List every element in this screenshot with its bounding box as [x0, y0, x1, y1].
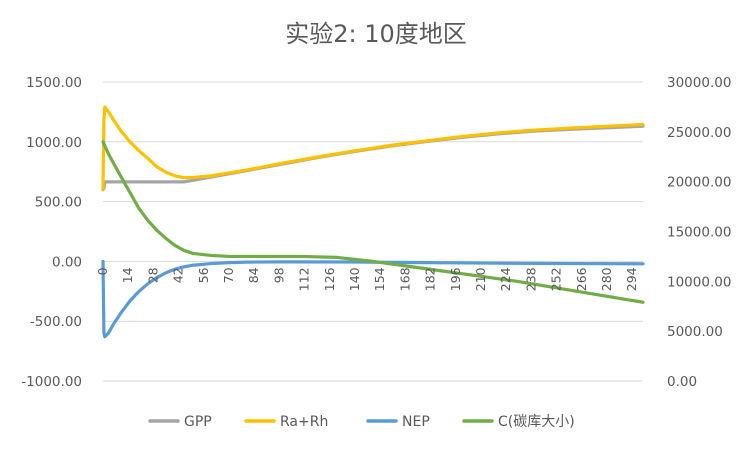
x-tick-label: 238 — [523, 267, 538, 291]
x-tick-label: 112 — [297, 267, 312, 291]
x-tick-label: 154 — [372, 267, 387, 291]
chart-title: 实验2: 10度地区 — [285, 20, 467, 48]
series-line-gpp — [101, 124, 645, 192]
legend: GPP Ra+Rh NEP C(碳库大小) — [148, 414, 575, 430]
x-tick-label: 98 — [271, 267, 286, 283]
legend-label: GPP — [184, 414, 212, 430]
legend-label: C(碳库大小) — [498, 414, 575, 430]
series-layer — [101, 105, 645, 339]
x-tick-label: 252 — [549, 267, 564, 291]
x-tick-label: 140 — [347, 267, 362, 291]
y-right-tick-label: 20000.00 — [667, 175, 731, 191]
x-tick-label: 280 — [599, 267, 614, 291]
y-right-tick-label: 5000.00 — [667, 324, 723, 340]
y-left-tick-label: 1500.00 — [26, 75, 82, 91]
x-tick-label: 56 — [196, 267, 211, 283]
series-line-c — [101, 140, 645, 304]
x-tick-label: 196 — [448, 267, 463, 291]
x-tick-label: 84 — [246, 267, 261, 283]
x-tick-label: 266 — [574, 267, 589, 291]
legend-label: Ra+Rh — [280, 414, 328, 430]
grid-layer — [103, 81, 643, 382]
y-right-tick-label: 0.00 — [667, 374, 697, 390]
x-tick-label: 14 — [120, 267, 135, 283]
x-tick-label: 126 — [322, 267, 337, 291]
y-right-tick-label: 10000.00 — [667, 274, 731, 290]
x-tick-label: 42 — [171, 267, 186, 283]
x-tick-label: 182 — [423, 267, 438, 291]
y-right-tick-label: 25000.00 — [667, 125, 731, 141]
x-tick-label: 0 — [95, 267, 110, 275]
x-tick-label: 224 — [498, 267, 513, 291]
x-tick-label: 70 — [221, 267, 236, 283]
axis-layer: 1500.00 1000.00 500.00 0.00 -500.00 -1000.00 3… — [21, 75, 731, 390]
y-left-tick-label: -500.00 — [30, 314, 82, 330]
y-left-tick-label: 500.00 — [35, 195, 82, 211]
series-line-ra-rh — [101, 105, 645, 192]
y-left-tick-label: 0.00 — [52, 254, 82, 270]
x-tick-label: 168 — [397, 267, 412, 291]
y-left-tick-label: 1000.00 — [26, 135, 82, 151]
legend-label: NEP — [402, 414, 430, 430]
x-tick-label: 294 — [624, 267, 639, 291]
y-left-tick-label: -1000.00 — [21, 374, 82, 390]
y-right-tick-label: 30000.00 — [667, 75, 731, 91]
y-right-tick-label: 15000.00 — [667, 225, 731, 241]
x-tick-label: 210 — [473, 267, 488, 291]
x-tick-label: 28 — [145, 267, 160, 283]
